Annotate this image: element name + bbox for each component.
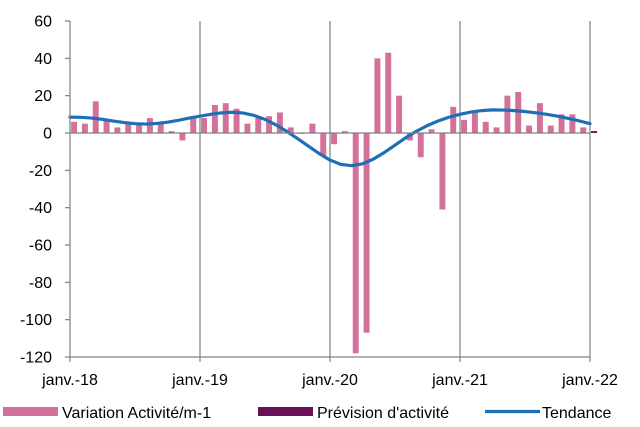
y-tick-label: 20 xyxy=(34,88,52,105)
activity-variation-bar xyxy=(190,118,197,133)
activity-variation-bar xyxy=(569,114,576,133)
x-tick-labels: janv.-18 janv.-19 janv.-20 janv.-21 janv.-22 xyxy=(41,372,618,389)
activity-variation-bar xyxy=(179,133,186,141)
activity-variation-bar xyxy=(233,108,240,133)
activity-variation-bar xyxy=(71,121,78,133)
activity-forecast-bar xyxy=(591,131,598,133)
activity-variation-bar xyxy=(211,105,218,133)
trend-line xyxy=(68,108,592,168)
x-tick-label: janv.-19 xyxy=(171,372,228,389)
y-tick-label: -100 xyxy=(20,312,52,329)
y-tick-label: 60 xyxy=(34,14,52,31)
activity-variation-bar xyxy=(450,106,457,133)
activity-variation-bar xyxy=(374,58,381,134)
activity-variation-bar xyxy=(222,103,229,133)
activity-variation-bar xyxy=(125,123,132,133)
activity-variation-bar xyxy=(341,131,348,133)
forecast-layer xyxy=(591,131,598,133)
legend-label-variation: Variation Activité/m-1 xyxy=(62,405,211,422)
legend-label-forecast: Prévision d'activité xyxy=(317,405,449,422)
activity-variation-bar xyxy=(580,127,587,133)
bar-layer xyxy=(71,52,598,354)
grid-layer xyxy=(199,21,591,357)
legend: Variation Activité/m-1 Prévision d'activi… xyxy=(3,405,611,422)
legend-label-trend: Tendance xyxy=(542,405,611,422)
activity-variation-bar xyxy=(526,125,533,133)
activity-variation-bar xyxy=(439,133,446,210)
activity-variation-bar xyxy=(157,123,164,133)
activity-variation-bar xyxy=(461,119,468,133)
activity-variation-bar xyxy=(309,123,316,133)
activity-variation-bar xyxy=(493,127,500,133)
activity-variation-bar xyxy=(363,133,370,333)
y-tick-label: -120 xyxy=(20,350,52,367)
axis-layer xyxy=(65,20,591,362)
activity-variation-bar xyxy=(136,123,143,133)
y-tick-labels: 60 40 20 0 -20 -40 -60 -80 -100 -120 xyxy=(20,14,52,367)
activity-variation-bar xyxy=(547,125,554,133)
legend-swatch-forecast xyxy=(258,407,313,416)
activity-variation-bar xyxy=(266,116,273,133)
activity-variation-bar xyxy=(146,118,153,133)
x-tick-label: janv.-20 xyxy=(301,372,358,389)
activity-variation-bar xyxy=(276,112,283,133)
activity-variation-bar xyxy=(201,118,208,133)
activity-variation-bar xyxy=(417,133,424,158)
y-tick-label: -80 xyxy=(29,275,52,292)
x-tick-label: janv.-21 xyxy=(431,372,488,389)
activity-variation-bar xyxy=(385,52,392,133)
activity-variation-bar xyxy=(471,112,478,133)
activity-variation-bar xyxy=(255,118,262,133)
activity-variation-bar xyxy=(504,95,511,133)
x-tick-label: janv.-18 xyxy=(41,372,98,389)
activity-variation-bar xyxy=(114,127,121,133)
y-tick-label: -40 xyxy=(29,200,52,217)
activity-variation-bar xyxy=(352,133,359,354)
y-tick-label: 40 xyxy=(34,51,52,68)
x-tick-label: janv.-22 xyxy=(561,372,618,389)
line-layer xyxy=(68,108,592,168)
activity-variation-bar xyxy=(287,127,294,133)
activity-variation-bar xyxy=(331,133,338,145)
activity-variation-bar xyxy=(558,114,565,133)
y-tick-label: -60 xyxy=(29,238,52,255)
activity-variation-bar xyxy=(482,121,489,133)
activity-variation-bar xyxy=(244,123,251,133)
activity-variation-bar xyxy=(103,119,110,133)
activity-variation-bar xyxy=(396,95,403,133)
y-tick-label: 0 xyxy=(43,126,52,143)
legend-swatch-variation xyxy=(3,407,58,416)
activity-variation-bar xyxy=(168,131,175,133)
y-tick-label: -20 xyxy=(29,163,52,180)
activity-variation-bar xyxy=(428,129,435,133)
activity-variation-bar xyxy=(320,133,327,156)
activity-variation-bar xyxy=(81,123,88,133)
activity-variation-bar xyxy=(536,103,543,133)
